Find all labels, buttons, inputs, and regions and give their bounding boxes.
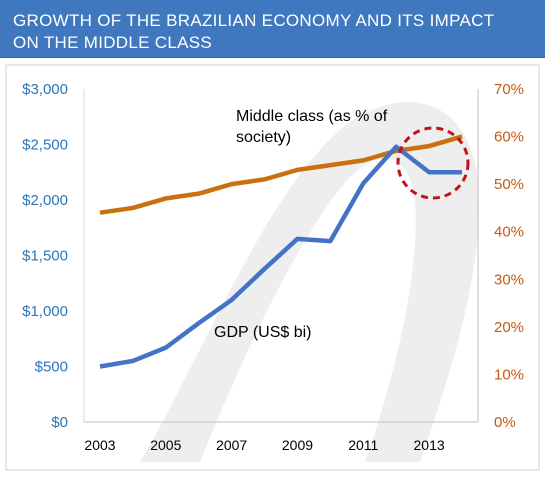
x-tick-label: 2007 bbox=[216, 437, 247, 453]
gdp-point bbox=[361, 181, 365, 185]
x-tick-label: 2005 bbox=[150, 437, 181, 453]
gdp-point bbox=[295, 237, 299, 241]
middle-class-point bbox=[164, 196, 168, 200]
chart-area: $0 $500 $1,000 $1,500 $2,000 $2,500 $3,000 0% 1… bbox=[0, 62, 545, 474]
middle-class-point bbox=[328, 163, 332, 167]
x-tick-label: 2003 bbox=[84, 437, 115, 453]
middle-class-point bbox=[263, 177, 267, 181]
middle-class-label-line-1: Middle class (as % of bbox=[236, 108, 388, 125]
left-axis-tick-labels: $0 $500 $1,000 $1,500 $2,000 $2,500 $3,000 bbox=[22, 81, 68, 431]
right-axis-tick-labels: 0% 10% 20% 30% 40% 50% 60% 70% bbox=[494, 81, 524, 431]
gdp-point bbox=[460, 170, 464, 174]
gdp-label: GDP (US$ bi) bbox=[214, 324, 312, 341]
x-tick-label: 2013 bbox=[414, 437, 445, 453]
right-tick-label: 50% bbox=[494, 176, 524, 193]
right-tick-label: 70% bbox=[494, 81, 524, 98]
gdp-point bbox=[328, 239, 332, 243]
title-banner: GROWTH OF THE BRAZILIAN ECONOMY AND ITS … bbox=[0, 0, 545, 58]
middle-class-point bbox=[98, 211, 102, 215]
gdp-point bbox=[230, 298, 234, 302]
x-tick-label: 2011 bbox=[348, 437, 378, 453]
right-tick-label: 60% bbox=[494, 129, 524, 146]
middle-class-point bbox=[361, 158, 365, 162]
middle-class-point bbox=[197, 192, 201, 196]
left-tick-label: $2,000 bbox=[22, 192, 68, 209]
left-tick-label: $2,500 bbox=[22, 137, 68, 154]
right-tick-label: 10% bbox=[494, 366, 524, 383]
gdp-point bbox=[197, 321, 201, 325]
middle-class-point bbox=[131, 206, 135, 210]
middle-class-point bbox=[295, 168, 299, 172]
line-chart: $0 $500 $1,000 $1,500 $2,000 $2,500 $3,000 0% 1… bbox=[5, 64, 540, 471]
chart-frame bbox=[5, 64, 540, 471]
chart-title-line-2: ON THE MIDDLE CLASS bbox=[13, 33, 213, 52]
chart-title-line-1: GROWTH OF THE BRAZILIAN ECONOMY AND ITS … bbox=[13, 11, 495, 30]
right-tick-label: 40% bbox=[494, 224, 524, 241]
right-tick-label: 20% bbox=[494, 319, 524, 336]
gdp-point bbox=[98, 365, 102, 369]
x-tick-label: 2009 bbox=[282, 437, 313, 453]
gdp-point bbox=[263, 267, 267, 271]
middle-class-point bbox=[460, 135, 464, 139]
right-tick-label: 30% bbox=[494, 271, 524, 288]
middle-class-label-line-2: society) bbox=[236, 129, 291, 146]
gdp-point bbox=[427, 170, 431, 174]
left-tick-label: $0 bbox=[51, 414, 68, 431]
left-tick-label: $1,500 bbox=[22, 248, 68, 265]
middle-class-point bbox=[394, 149, 398, 153]
gdp-point bbox=[131, 359, 135, 363]
series-line-middle-class bbox=[99, 134, 463, 215]
watermark-swoosh bbox=[140, 102, 480, 462]
left-tick-label: $1,000 bbox=[22, 303, 68, 320]
left-tick-label: $3,000 bbox=[22, 81, 68, 98]
middle-class-point bbox=[230, 182, 234, 186]
gdp-point bbox=[164, 346, 168, 350]
left-tick-label: $500 bbox=[35, 359, 68, 376]
highlight-circle bbox=[396, 126, 470, 200]
gdp-point bbox=[394, 145, 398, 149]
middle-class-point bbox=[427, 144, 431, 148]
x-axis-tick-labels: 2003 2005 2007 2009 2011 2013 bbox=[84, 437, 444, 453]
right-tick-label: 0% bbox=[494, 414, 516, 431]
